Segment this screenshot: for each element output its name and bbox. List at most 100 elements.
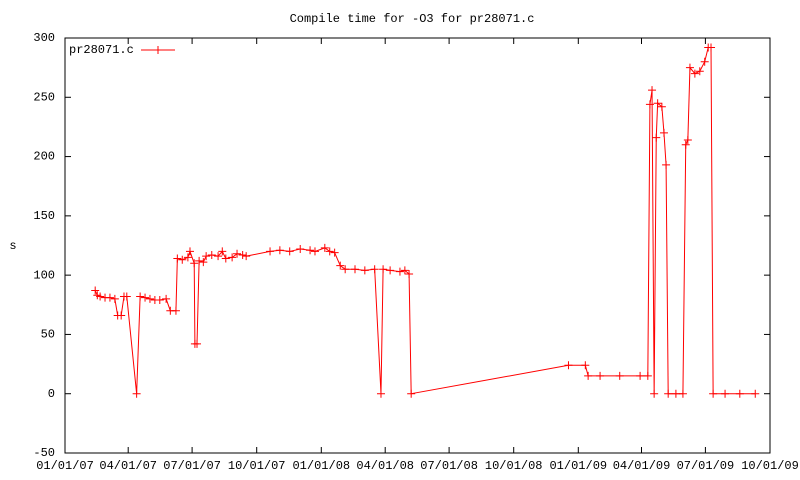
- point-marker: [650, 389, 659, 398]
- point-marker: [648, 86, 657, 95]
- point-marker: [266, 247, 275, 256]
- point-marker: [407, 389, 416, 398]
- point-marker: [193, 339, 202, 348]
- point-marker: [751, 389, 760, 398]
- point-marker: [336, 261, 345, 270]
- point-marker: [242, 252, 251, 261]
- point-marker: [707, 43, 716, 52]
- point-marker: [275, 246, 284, 255]
- point-marker: [400, 266, 409, 275]
- x-tick-label: 01/01/07: [36, 459, 94, 473]
- point-marker: [136, 292, 145, 301]
- point-marker: [296, 245, 305, 254]
- x-tick-label: 10/01/08: [485, 459, 543, 473]
- point-marker: [214, 252, 223, 261]
- point-marker: [185, 247, 194, 256]
- point-marker: [183, 253, 192, 262]
- y-tick-label: 300: [33, 31, 55, 45]
- point-marker: [171, 306, 180, 315]
- point-marker: [695, 67, 704, 76]
- point-marker: [285, 247, 294, 256]
- x-tick-label: 07/01/09: [677, 459, 735, 473]
- y-tick-label: 250: [33, 90, 55, 104]
- point-marker: [735, 389, 744, 398]
- point-marker: [238, 250, 247, 259]
- legend-label: pr28071.c: [69, 43, 134, 57]
- point-marker: [386, 266, 395, 275]
- point-marker: [341, 265, 350, 274]
- point-marker: [105, 293, 114, 302]
- point-marker: [306, 246, 315, 255]
- point-marker: [91, 286, 100, 295]
- point-marker: [207, 250, 216, 259]
- point-marker: [145, 294, 154, 303]
- point-marker: [141, 293, 150, 302]
- y-tick-label: 0: [48, 387, 55, 401]
- point-marker: [662, 160, 671, 169]
- point-marker: [683, 135, 692, 144]
- point-marker: [379, 265, 388, 274]
- point-marker: [199, 258, 208, 267]
- series-line: [94, 46, 756, 395]
- point-marker: [681, 140, 690, 149]
- point-marker: [233, 249, 242, 258]
- x-tick-label: 01/01/08: [292, 459, 350, 473]
- point-marker: [310, 247, 319, 256]
- point-marker: [320, 243, 329, 252]
- y-tick-label: 200: [33, 150, 55, 164]
- point-marker: [195, 256, 204, 265]
- plot-border: [64, 37, 771, 454]
- point-marker: [122, 292, 131, 301]
- point-marker: [657, 102, 666, 111]
- x-tick-label: 01/01/09: [549, 459, 607, 473]
- legend-marker: [154, 46, 162, 54]
- y-tick-label: 150: [33, 209, 55, 223]
- point-marker: [360, 266, 369, 275]
- point-marker: [636, 371, 645, 380]
- x-tick-label: 10/01/07: [228, 459, 286, 473]
- point-marker: [178, 255, 187, 264]
- point-marker: [581, 361, 590, 370]
- point-marker: [690, 69, 699, 78]
- point-marker: [376, 389, 385, 398]
- point-marker: [721, 389, 730, 398]
- y-tick-label: 50: [41, 328, 55, 342]
- point-marker: [110, 294, 119, 303]
- x-tick-label: 07/01/07: [163, 459, 221, 473]
- point-marker: [405, 269, 414, 278]
- point-marker: [202, 252, 211, 261]
- point-marker: [584, 371, 593, 380]
- point-marker: [645, 100, 654, 109]
- point-marker: [709, 389, 718, 398]
- point-marker: [564, 361, 573, 370]
- point-marker: [173, 254, 182, 263]
- point-marker: [596, 371, 605, 380]
- point-marker: [678, 389, 687, 398]
- point-marker: [700, 57, 709, 66]
- y-tick-label: -50: [33, 446, 55, 460]
- point-marker: [330, 248, 339, 257]
- point-marker: [395, 267, 404, 276]
- point-marker: [664, 389, 673, 398]
- point-marker: [685, 63, 694, 72]
- y-axis-label: s: [9, 239, 16, 253]
- y-tick-label: 100: [33, 268, 55, 282]
- x-tick-label: 10/01/09: [741, 459, 799, 473]
- point-marker: [370, 265, 379, 274]
- point-marker: [652, 133, 661, 142]
- point-marker: [325, 247, 334, 256]
- point-marker: [132, 389, 141, 398]
- point-marker: [228, 253, 237, 262]
- point-marker: [218, 247, 227, 256]
- point-marker: [221, 254, 230, 263]
- x-tick-label: 07/01/08: [420, 459, 478, 473]
- x-tick-label: 04/01/07: [99, 459, 157, 473]
- chart-title: Compile time for -O3 for pr28071.c: [290, 12, 535, 26]
- point-marker: [117, 311, 126, 320]
- point-marker: [155, 296, 164, 305]
- point-marker: [659, 128, 668, 137]
- point-marker: [190, 259, 199, 268]
- point-marker: [351, 265, 360, 274]
- x-tick-label: 04/01/08: [356, 459, 414, 473]
